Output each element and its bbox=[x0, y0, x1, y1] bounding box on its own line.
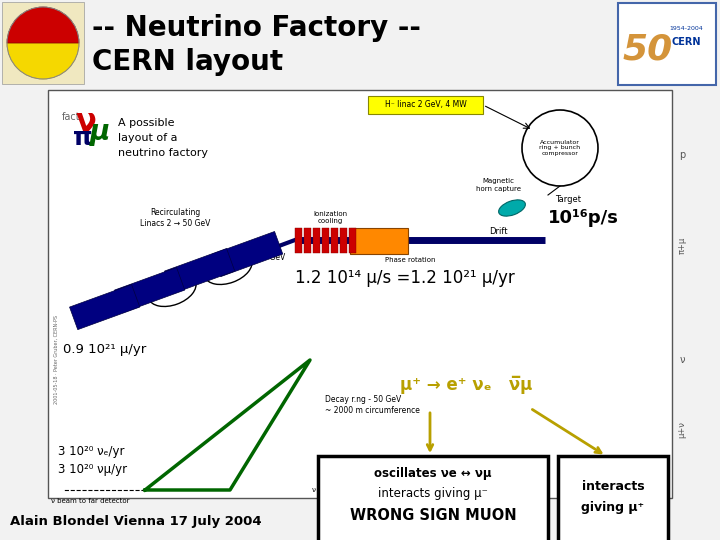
Text: μ+ν: μ+ν bbox=[678, 422, 686, 438]
FancyBboxPatch shape bbox=[70, 285, 140, 329]
Bar bbox=[558, 456, 668, 540]
Bar bbox=[2, 2, 84, 84]
Text: 2001-05-18 · Peter Gruber, CERN-PS: 2001-05-18 · Peter Gruber, CERN-PS bbox=[54, 315, 59, 404]
Bar bbox=[0, 0, 720, 88]
Text: giving μ⁺: giving μ⁺ bbox=[582, 501, 644, 514]
Bar bbox=[304, 228, 311, 253]
Text: ν: ν bbox=[76, 108, 96, 137]
Text: Alain Blondel Vienna 17 July 2004: Alain Blondel Vienna 17 July 2004 bbox=[10, 515, 261, 528]
FancyBboxPatch shape bbox=[212, 232, 283, 276]
Text: ν: ν bbox=[679, 355, 685, 365]
Text: 1954-2004: 1954-2004 bbox=[669, 25, 703, 30]
Text: -- Neutrino Factory --: -- Neutrino Factory -- bbox=[92, 14, 421, 42]
Text: Accumulator
ring + bunch
compressor: Accumulator ring + bunch compressor bbox=[539, 140, 580, 156]
Ellipse shape bbox=[499, 200, 526, 216]
Text: μ⁺ → e⁺ νₑ   ν̅μ: μ⁺ → e⁺ νₑ ν̅μ bbox=[400, 376, 532, 394]
Bar bbox=[322, 228, 329, 253]
Text: CERN: CERN bbox=[671, 37, 701, 47]
Text: Phase rotation: Phase rotation bbox=[384, 257, 436, 263]
Bar bbox=[368, 96, 483, 114]
Wedge shape bbox=[7, 7, 79, 43]
Bar bbox=[48, 90, 672, 498]
Text: ν beam to: ν beam to bbox=[312, 487, 347, 493]
Text: WRONG SIGN MUON: WRONG SIGN MUON bbox=[350, 509, 516, 523]
Bar bbox=[313, 228, 320, 253]
Bar bbox=[618, 3, 716, 85]
Text: Linac → 2 GeV: Linac → 2 GeV bbox=[230, 253, 285, 262]
Text: Drift: Drift bbox=[489, 227, 508, 237]
Text: p: p bbox=[679, 150, 685, 160]
Text: 3 10²⁰ νμ/yr: 3 10²⁰ νμ/yr bbox=[58, 463, 127, 476]
Bar bbox=[349, 228, 356, 253]
Text: CERN layout: CERN layout bbox=[92, 48, 283, 76]
Text: interacts: interacts bbox=[582, 481, 644, 494]
Text: 3 10²⁰ νₑ/yr: 3 10²⁰ νₑ/yr bbox=[58, 446, 125, 458]
Bar bbox=[295, 228, 302, 253]
Bar bbox=[331, 228, 338, 253]
Bar bbox=[318, 456, 548, 540]
Text: 1.2 10¹⁴ μ/s =1.2 10²¹ μ/yr: 1.2 10¹⁴ μ/s =1.2 10²¹ μ/yr bbox=[295, 269, 515, 287]
Text: Decay r.ng - 50 GeV
~ 2000 m circumference: Decay r.ng - 50 GeV ~ 2000 m circumferen… bbox=[325, 395, 420, 415]
Text: μ: μ bbox=[90, 118, 110, 146]
Wedge shape bbox=[7, 43, 79, 79]
Text: 26: 26 bbox=[350, 515, 366, 528]
Bar bbox=[0, 502, 720, 540]
Text: π: π bbox=[73, 126, 93, 150]
Text: fact: fact bbox=[62, 112, 81, 122]
Bar bbox=[340, 228, 347, 253]
Text: 10¹⁶p/s: 10¹⁶p/s bbox=[548, 209, 619, 227]
FancyBboxPatch shape bbox=[114, 267, 185, 313]
Text: A possible
layout of a
neutrino factory: A possible layout of a neutrino factory bbox=[118, 118, 208, 158]
Text: interacts giving μ⁻: interacts giving μ⁻ bbox=[378, 487, 488, 500]
Text: Recirculating
Linacs 2 → 50 GeV: Recirculating Linacs 2 → 50 GeV bbox=[140, 208, 210, 228]
Text: Ionization
cooling: Ionization cooling bbox=[313, 211, 347, 224]
Bar bbox=[350, 228, 408, 254]
Text: Magnetic
horn capture: Magnetic horn capture bbox=[475, 179, 521, 192]
FancyBboxPatch shape bbox=[165, 248, 235, 294]
Text: π+μ: π+μ bbox=[678, 237, 686, 254]
Text: 50: 50 bbox=[623, 33, 673, 67]
Text: 0.9 10²¹ μ/yr: 0.9 10²¹ μ/yr bbox=[63, 343, 146, 356]
Text: oscillates νe ↔ νμ: oscillates νe ↔ νμ bbox=[374, 468, 492, 481]
Text: ν beam to far detector: ν beam to far detector bbox=[50, 498, 130, 504]
Text: Target: Target bbox=[555, 195, 581, 205]
Text: H⁻ linac 2 GeV, 4 MW: H⁻ linac 2 GeV, 4 MW bbox=[385, 100, 467, 110]
